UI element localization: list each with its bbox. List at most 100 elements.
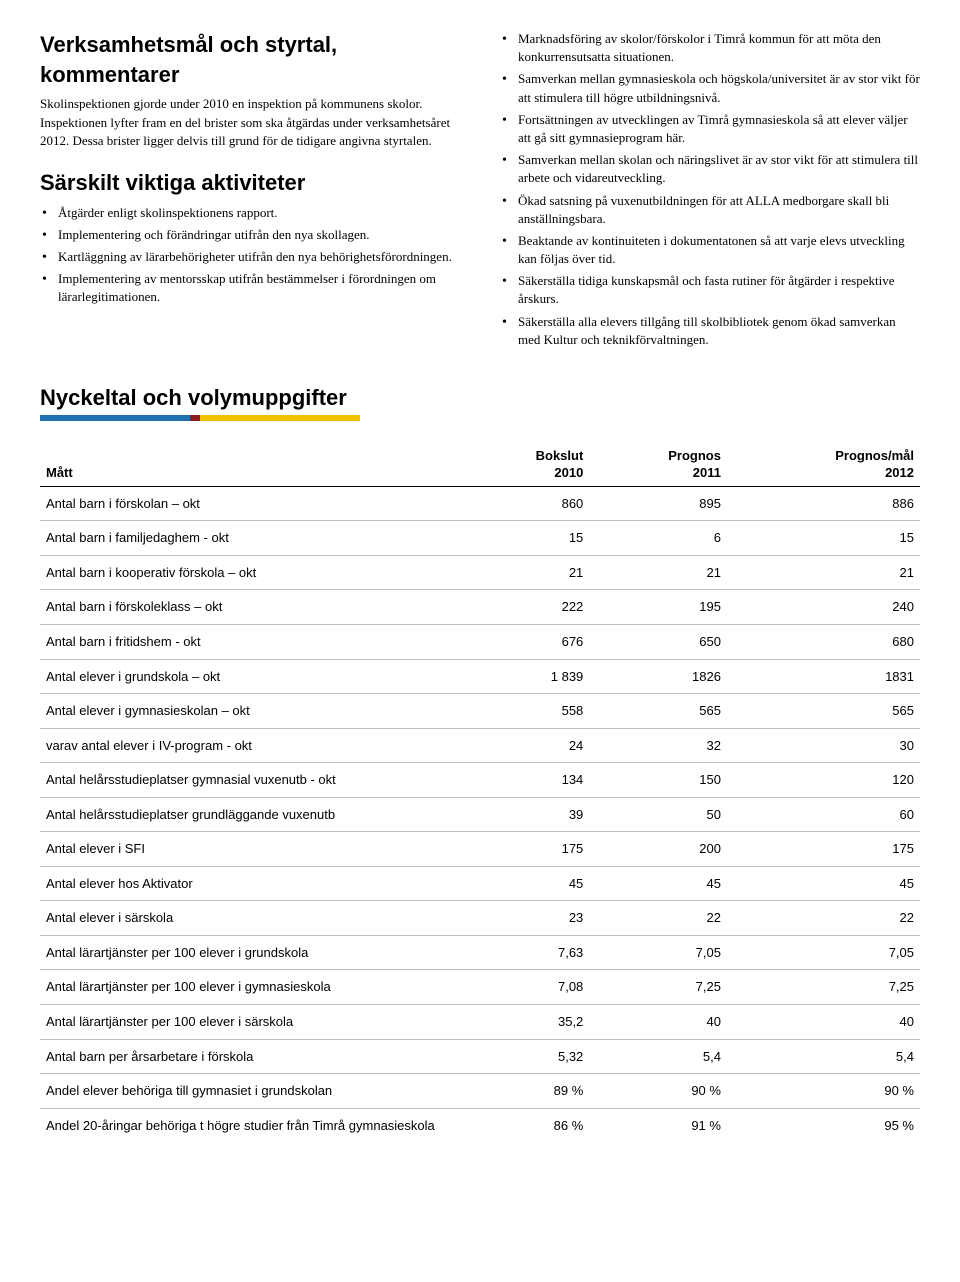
table-row: Antal elever i SFI175200175 xyxy=(40,832,920,867)
row-value-3: 21 xyxy=(727,555,920,590)
row-value-3: 22 xyxy=(727,901,920,936)
row-value-3: 886 xyxy=(727,486,920,521)
table-row: varav antal elever i IV-program - okt243… xyxy=(40,728,920,763)
table-row: Antal barn per årsarbetare i förskola5,3… xyxy=(40,1039,920,1074)
row-label: Antal helårsstudieplatser grundläggande … xyxy=(40,797,462,832)
row-value-2: 91 % xyxy=(589,1108,727,1142)
row-value-1: 39 xyxy=(462,797,589,832)
list-item: Samverkan mellan skolan och näringslivet… xyxy=(500,151,920,187)
row-label: Antal lärartjänster per 100 elever i sär… xyxy=(40,1004,462,1039)
table-header-row: Mått Bokslut 2010 Prognos 2011 Prognos/m… xyxy=(40,443,920,487)
row-value-1: 89 % xyxy=(462,1074,589,1109)
row-value-1: 222 xyxy=(462,590,589,625)
list-item: Marknadsföring av skolor/förskolor i Tim… xyxy=(500,30,920,66)
row-label: Antal elever i SFI xyxy=(40,832,462,867)
row-value-1: 558 xyxy=(462,694,589,729)
row-value-1: 175 xyxy=(462,832,589,867)
row-value-1: 45 xyxy=(462,866,589,901)
row-value-3: 45 xyxy=(727,866,920,901)
list-item: Samverkan mellan gymnasieskola och högsk… xyxy=(500,70,920,106)
list-item: Implementering och förändringar utifrån … xyxy=(40,226,460,244)
header-c1-top: Bokslut xyxy=(536,448,584,463)
header-c3-top: Prognos/mål xyxy=(835,448,914,463)
main-heading: Verksamhetsmål och styrtal, kommentarer xyxy=(40,30,460,89)
row-value-2: 650 xyxy=(589,624,727,659)
table-row: Antal barn i förskoleklass – okt22219524… xyxy=(40,590,920,625)
row-value-2: 5,4 xyxy=(589,1039,727,1074)
row-value-1: 5,32 xyxy=(462,1039,589,1074)
row-value-3: 5,4 xyxy=(727,1039,920,1074)
row-value-2: 7,05 xyxy=(589,935,727,970)
row-label: Antal elever hos Aktivator xyxy=(40,866,462,901)
color-bar-segment xyxy=(190,415,200,421)
row-value-2: 895 xyxy=(589,486,727,521)
header-col-2: Prognos 2011 xyxy=(589,443,727,487)
left-bullet-list: Åtgärder enligt skolinspektionens rappor… xyxy=(40,204,460,307)
table-row: Antal lärartjänster per 100 elever i gru… xyxy=(40,935,920,970)
list-item: Implementering av mentorsskap utifrån be… xyxy=(40,270,460,306)
row-value-2: 45 xyxy=(589,866,727,901)
row-value-3: 565 xyxy=(727,694,920,729)
row-value-3: 175 xyxy=(727,832,920,867)
row-value-1: 23 xyxy=(462,901,589,936)
color-bar-segment xyxy=(200,415,360,421)
kpi-table: Mått Bokslut 2010 Prognos 2011 Prognos/m… xyxy=(40,443,920,1142)
row-value-1: 15 xyxy=(462,521,589,556)
row-value-3: 90 % xyxy=(727,1074,920,1109)
row-value-2: 195 xyxy=(589,590,727,625)
right-column: Marknadsföring av skolor/förskolor i Tim… xyxy=(500,30,920,353)
row-label: Antal helårsstudieplatser gymnasial vuxe… xyxy=(40,763,462,798)
row-value-3: 30 xyxy=(727,728,920,763)
row-label: Antal elever i särskola xyxy=(40,901,462,936)
row-value-1: 24 xyxy=(462,728,589,763)
row-label: Antal barn i familjedaghem - okt xyxy=(40,521,462,556)
row-value-2: 21 xyxy=(589,555,727,590)
header-c1-sub: 2010 xyxy=(468,464,583,482)
table-row: Andel elever behöriga till gymnasiet i g… xyxy=(40,1074,920,1109)
row-label: Antal lärartjänster per 100 elever i gym… xyxy=(40,970,462,1005)
row-value-1: 1 839 xyxy=(462,659,589,694)
list-item: Ökad satsning på vuxenutbildningen för a… xyxy=(500,192,920,228)
row-value-3: 15 xyxy=(727,521,920,556)
header-label: Mått xyxy=(40,443,462,487)
row-value-1: 134 xyxy=(462,763,589,798)
row-label: Antal barn i fritidshem - okt xyxy=(40,624,462,659)
row-value-2: 200 xyxy=(589,832,727,867)
row-value-2: 90 % xyxy=(589,1074,727,1109)
top-two-column: Verksamhetsmål och styrtal, kommentarer … xyxy=(40,30,920,353)
kpi-title: Nyckeltal och volymuppgifter xyxy=(40,383,920,413)
row-value-2: 6 xyxy=(589,521,727,556)
row-label: Andel 20-åringar behöriga t högre studie… xyxy=(40,1108,462,1142)
color-bar xyxy=(40,415,360,421)
row-value-1: 21 xyxy=(462,555,589,590)
table-row: Antal barn i förskolan – okt860895886 xyxy=(40,486,920,521)
list-item: Fortsättningen av utvecklingen av Timrå … xyxy=(500,111,920,147)
row-value-3: 120 xyxy=(727,763,920,798)
right-bullet-list: Marknadsföring av skolor/förskolor i Tim… xyxy=(500,30,920,349)
table-row: Antal barn i fritidshem - okt676650680 xyxy=(40,624,920,659)
row-value-3: 7,05 xyxy=(727,935,920,970)
row-value-2: 565 xyxy=(589,694,727,729)
row-label: Antal elever i grundskola – okt xyxy=(40,659,462,694)
table-row: Antal helårsstudieplatser grundläggande … xyxy=(40,797,920,832)
row-value-2: 22 xyxy=(589,901,727,936)
row-value-3: 680 xyxy=(727,624,920,659)
row-value-2: 150 xyxy=(589,763,727,798)
table-row: Antal elever hos Aktivator454545 xyxy=(40,866,920,901)
table-row: Antal barn i kooperativ förskola – okt21… xyxy=(40,555,920,590)
intro-paragraph: Skolinspektionen gjorde under 2010 en in… xyxy=(40,95,460,150)
row-value-3: 1831 xyxy=(727,659,920,694)
row-label: Antal barn per årsarbetare i förskola xyxy=(40,1039,462,1074)
list-item: Åtgärder enligt skolinspektionens rappor… xyxy=(40,204,460,222)
header-c3-sub: 2012 xyxy=(733,464,914,482)
row-value-3: 60 xyxy=(727,797,920,832)
table-row: Antal barn i familjedaghem - okt15615 xyxy=(40,521,920,556)
row-value-1: 7,08 xyxy=(462,970,589,1005)
color-bar-segment xyxy=(40,415,190,421)
row-value-2: 1826 xyxy=(589,659,727,694)
list-item: Beaktande av kontinuiteten i dokumentato… xyxy=(500,232,920,268)
row-value-3: 40 xyxy=(727,1004,920,1039)
row-value-3: 95 % xyxy=(727,1108,920,1142)
row-value-1: 676 xyxy=(462,624,589,659)
row-value-1: 860 xyxy=(462,486,589,521)
